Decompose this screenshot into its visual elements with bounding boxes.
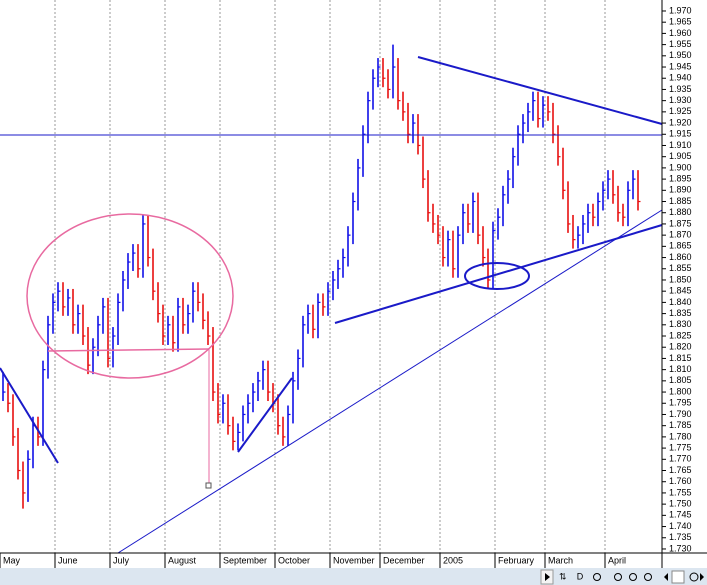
y-tick-label: 1.745 [669,510,692,520]
y-tick-label: 1.850 [669,274,692,284]
toolbar: ⇅ D [0,568,707,585]
y-tick-label: 1.790 [669,409,692,419]
y-tick-label: 1.770 [669,454,692,464]
y-tick-label: 1.755 [669,487,692,497]
trend-line [334,224,663,324]
zoom-icon[interactable] [644,573,652,581]
x-tick-label: February [498,555,535,565]
scroll-box[interactable] [671,570,685,584]
y-tick-label: 1.795 [669,398,692,408]
left-arrow[interactable] [664,573,668,581]
y-tick-label: 1.915 [669,129,692,139]
bars [2,44,641,509]
zoom-icon[interactable] [629,573,637,581]
y-tick-label: 1.945 [669,61,692,71]
y-tick-label: 1.950 [669,50,692,60]
y-tick-label: 1.865 [669,241,692,251]
right-arrow[interactable] [700,573,704,581]
toolbar-bg [0,568,707,585]
y-tick-label: 1.870 [669,230,692,240]
y-tick-label: 1.845 [669,286,692,296]
y-tick-label: 1.760 [669,476,692,486]
y-tick-label: 1.735 [669,532,692,542]
y-tick-label: 1.740 [669,521,692,531]
y-tick-label: 1.905 [669,151,692,161]
y-tick-label: 1.800 [669,386,692,396]
y-tick-label: 1.830 [669,319,692,329]
highlight-ellipse [26,213,234,379]
plot-area [0,0,662,553]
button-icon[interactable] [593,573,601,581]
y-tick-label: 1.750 [669,499,692,509]
y-tick-label: 1.785 [669,420,692,430]
x-tick-label: December [383,555,425,565]
grid [54,0,606,553]
y-tick-label: 1.775 [669,442,692,452]
y-tick-label: 1.820 [669,342,692,352]
x-tick-label: May [3,555,21,565]
y-tick-label: 1.935 [669,84,692,94]
x-tick-label: June [58,555,78,565]
y-tick-label: 1.810 [669,364,692,374]
trend-line [417,56,663,125]
drawings [0,56,663,554]
y-tick-label: 1.860 [669,252,692,262]
y-tick-label: 1.855 [669,263,692,273]
y-tick-label: 1.910 [669,140,692,150]
x-tick-label: April [608,555,626,565]
y-tick-label: 1.925 [669,106,692,116]
y-tick-label: 1.900 [669,162,692,172]
play-icon [545,573,550,581]
highlight-ellipse [464,262,530,290]
y-tick-label: 1.955 [669,39,692,49]
x-tick-label: March [548,555,573,565]
anchor-handle [205,482,212,489]
y-tick-label: 1.825 [669,330,692,340]
y-tick-label: 1.885 [669,196,692,206]
x-tick-label: 2005 [443,555,463,565]
trend-line [237,377,293,453]
y-tick-label: 1.765 [669,465,692,475]
y-tick-label: 1.815 [669,353,692,363]
scroll-icon: ⇅ [559,571,567,581]
y-tick-label: 1.840 [669,297,692,307]
y-tick-label: 1.930 [669,95,692,105]
x-tick-label: September [223,555,267,565]
pink-line [47,348,210,352]
y-tick-label: 1.875 [669,218,692,228]
y-tick-label: 1.880 [669,207,692,217]
y-tick-label: 1.940 [669,73,692,83]
y-tick-label: 1.960 [669,28,692,38]
y-tick-label: 1.835 [669,308,692,318]
y-tick-label: 1.895 [669,173,692,183]
x-tick-label: November [333,555,375,565]
y-tick-label: 1.780 [669,431,692,441]
y-tick-label: 1.965 [669,17,692,27]
trend-line [117,209,663,554]
y-tick-label: 1.970 [669,5,692,15]
y-tick-label: 1.805 [669,375,692,385]
x-tick-label: August [168,555,197,565]
trend-line [0,367,59,464]
y-tick-label: 1.920 [669,117,692,127]
period-button[interactable]: D [577,571,584,581]
y-tick-label: 1.890 [669,185,692,195]
zoom-icon[interactable] [614,573,622,581]
x-tick-label: July [113,555,130,565]
x-tick-label: October [278,555,310,565]
button-icon[interactable] [689,572,699,582]
y-tick-label: 1.730 [669,543,692,553]
